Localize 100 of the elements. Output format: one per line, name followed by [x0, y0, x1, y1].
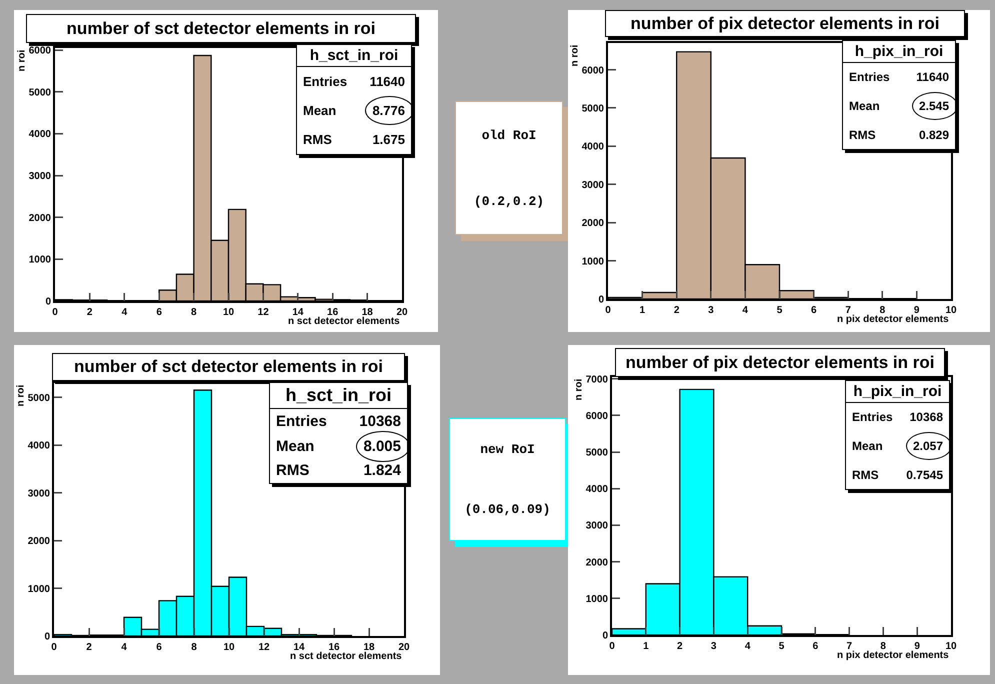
y-tick-label: 6000: [28, 46, 52, 57]
text: RMS 1.824: [276, 462, 401, 480]
y-tick-label: 2000: [28, 212, 52, 224]
y-axis-title: n roi: [574, 378, 584, 400]
y-tick-label: 4000: [586, 484, 608, 496]
x-tick-label: 1: [640, 305, 646, 316]
text: old RoI: [482, 128, 536, 142]
y-tick-label: 7000: [586, 374, 608, 386]
y-axis-title: n roi: [16, 50, 28, 72]
text: Entries 10368: [852, 410, 943, 424]
x-tick-label: 0: [609, 641, 616, 652]
x-tick-label: 4: [744, 641, 751, 652]
x-tick-label: 4: [742, 305, 748, 316]
x-tick-label: 6: [156, 307, 162, 318]
x-tick-label: 1: [643, 641, 650, 652]
text: Entries 11640: [849, 70, 949, 84]
x-tick-label: 10: [945, 305, 957, 316]
x-tick-label: 3: [708, 305, 714, 316]
y-tick-label: 6000: [582, 65, 604, 76]
annotation: h_pix_in_roi: [846, 381, 949, 403]
x-tick-label: 4: [122, 307, 128, 318]
x-tick-label: 14: [292, 307, 304, 318]
chart-title: number of pix detector elements in roi: [605, 10, 965, 37]
chart-title: number of sct detector elements in roi: [52, 353, 405, 381]
y-axis-title: n roi: [16, 384, 26, 406]
text: RMS 0.7545: [852, 468, 943, 482]
x-tick-label: 2: [86, 642, 92, 653]
y-tick-label: 3000: [28, 171, 52, 182]
y-tick-label: 0: [598, 294, 604, 306]
y-tick-label: 0: [602, 630, 608, 642]
x-tick-label: 12: [258, 642, 270, 653]
x-tick-label: 8: [880, 641, 886, 652]
y-tick-label: 5000: [586, 448, 608, 459]
x-tick-label: 10: [222, 307, 234, 318]
text: Mean 2.057: [852, 439, 943, 453]
y-tick-label: 2000: [582, 218, 604, 230]
y-tick-label: 4000: [28, 129, 52, 140]
x-tick-label: 20: [396, 307, 408, 318]
x-tick-label: 2: [674, 305, 680, 316]
x-tick-label: 14: [293, 642, 305, 653]
y-tick-label: 3000: [28, 488, 50, 500]
x-axis-title: n sct detector elements: [288, 316, 400, 327]
y-tick-label: 3000: [582, 180, 604, 191]
x-tick-label: 8: [191, 642, 198, 653]
x-tick-label: 6: [811, 305, 818, 316]
annotation: h_pix_in_roi: [843, 41, 955, 63]
text: (0.2,0.2): [474, 194, 544, 208]
x-tick-label: 10: [945, 641, 957, 652]
annotation: h_sct_in_roi: [297, 45, 411, 67]
text: RMS 1.675: [303, 132, 405, 147]
y-tick-label: 5000: [582, 103, 604, 114]
y-tick-label: 0: [45, 296, 52, 308]
x-axis-title: n sct detector elements: [290, 651, 402, 662]
y-tick-label: 4000: [582, 142, 604, 153]
x-axis-title: n pix detector elements: [837, 314, 950, 325]
text: Mean 8.776: [303, 103, 405, 118]
y-tick-label: 2000: [586, 557, 608, 568]
x-tick-label: 16: [328, 642, 340, 653]
x-tick-label: 2: [677, 641, 684, 652]
x-tick-label: 12: [258, 307, 270, 318]
y-tick-label: 4000: [28, 440, 50, 452]
y-tick-label: 5000: [28, 87, 52, 98]
text: Entries 10368: [276, 412, 401, 430]
y-tick-label: 1000: [28, 254, 52, 266]
text: new RoI: [480, 442, 535, 457]
x-tick-label: 16: [327, 307, 339, 318]
x-tick-label: 9: [914, 305, 920, 316]
y-tick-label: 0: [44, 632, 50, 642]
text: Entries 11640: [303, 74, 405, 89]
text: Mean 8.005: [276, 438, 401, 454]
text: RMS 0.829: [849, 128, 949, 142]
x-tick-label: 20: [398, 642, 410, 653]
x-tick-label: 6: [156, 642, 162, 653]
chart-title: number of sct detector elements in roi: [26, 14, 416, 43]
y-tick-label: 6000: [586, 410, 608, 422]
x-tick-label: 9: [914, 641, 920, 652]
y-axis-title: n roi: [570, 44, 580, 66]
x-tick-label: 2: [86, 307, 93, 318]
x-tick-label: 7: [845, 305, 852, 316]
y-tick-label: 3000: [586, 520, 608, 532]
x-tick-label: 0: [52, 307, 58, 318]
y-tick-label: 1000: [28, 584, 50, 595]
x-tick-label: 7: [846, 641, 853, 652]
x-tick-label: 5: [776, 305, 783, 316]
x-tick-label: 18: [362, 307, 374, 318]
chart-title: number of pix detector elements in roi: [615, 348, 945, 377]
x-tick-label: 3: [710, 641, 717, 652]
x-axis-title: n pix detector elements: [837, 650, 950, 661]
text: Mean 2.545: [849, 99, 949, 113]
y-tick-label: 5000: [28, 392, 50, 404]
y-tick-label: 1000: [586, 594, 608, 605]
x-tick-label: 10: [223, 642, 235, 653]
y-tick-label: 2000: [28, 536, 50, 548]
annotation: h_sct_in_roi: [270, 383, 407, 409]
x-tick-label: 8: [880, 305, 886, 316]
x-tick-label: 6: [812, 641, 819, 652]
x-tick-label: 4: [121, 642, 128, 653]
x-tick-label: 8: [191, 307, 198, 318]
text: (0.06,0.09): [464, 502, 550, 518]
x-tick-label: 5: [778, 641, 785, 652]
